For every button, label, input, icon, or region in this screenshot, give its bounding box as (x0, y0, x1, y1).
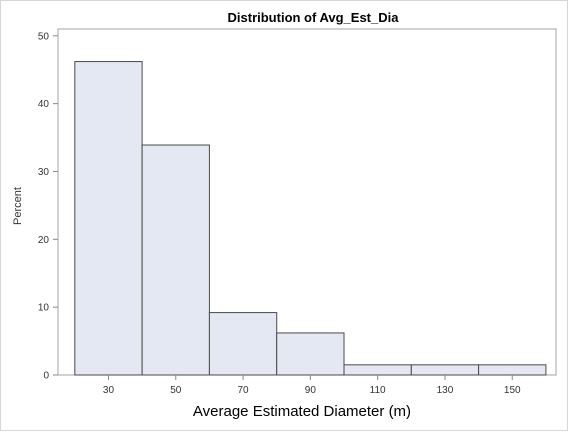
x-axis-label: Average Estimated Diameter (m) (193, 403, 411, 420)
y-tick-label: 20 (38, 235, 50, 246)
histogram-bar (343, 364, 412, 376)
histogram-bar (141, 144, 210, 376)
y-tick-label: 30 (38, 167, 50, 178)
histogram-bar (74, 61, 143, 376)
x-tick-label: 110 (370, 385, 386, 396)
histogram-bar (208, 312, 278, 376)
y-tick-label: 40 (38, 99, 50, 110)
histogram-bar (276, 332, 345, 376)
x-tick-label: 150 (504, 385, 521, 396)
histogram-bar (410, 364, 480, 376)
y-axis-ticks: 0 10 20 30 40 50 (38, 31, 58, 382)
x-tick-label: 90 (305, 385, 317, 396)
y-tick-label: 0 (43, 371, 49, 382)
x-axis-ticks: 30 50 70 90 110 130 150 (103, 375, 521, 396)
bars-group (74, 61, 547, 376)
chart-title: Distribution of Avg_Est_Dia (228, 10, 400, 25)
y-tick-label: 10 (38, 303, 50, 314)
y-axis-label: Percent (12, 187, 24, 225)
x-tick-label: 130 (437, 385, 454, 396)
x-tick-label: 30 (103, 385, 115, 396)
x-tick-label: 70 (238, 385, 250, 396)
y-tick-label: 50 (38, 31, 50, 42)
x-tick-label: 50 (170, 385, 182, 396)
histogram-bar (478, 364, 547, 376)
